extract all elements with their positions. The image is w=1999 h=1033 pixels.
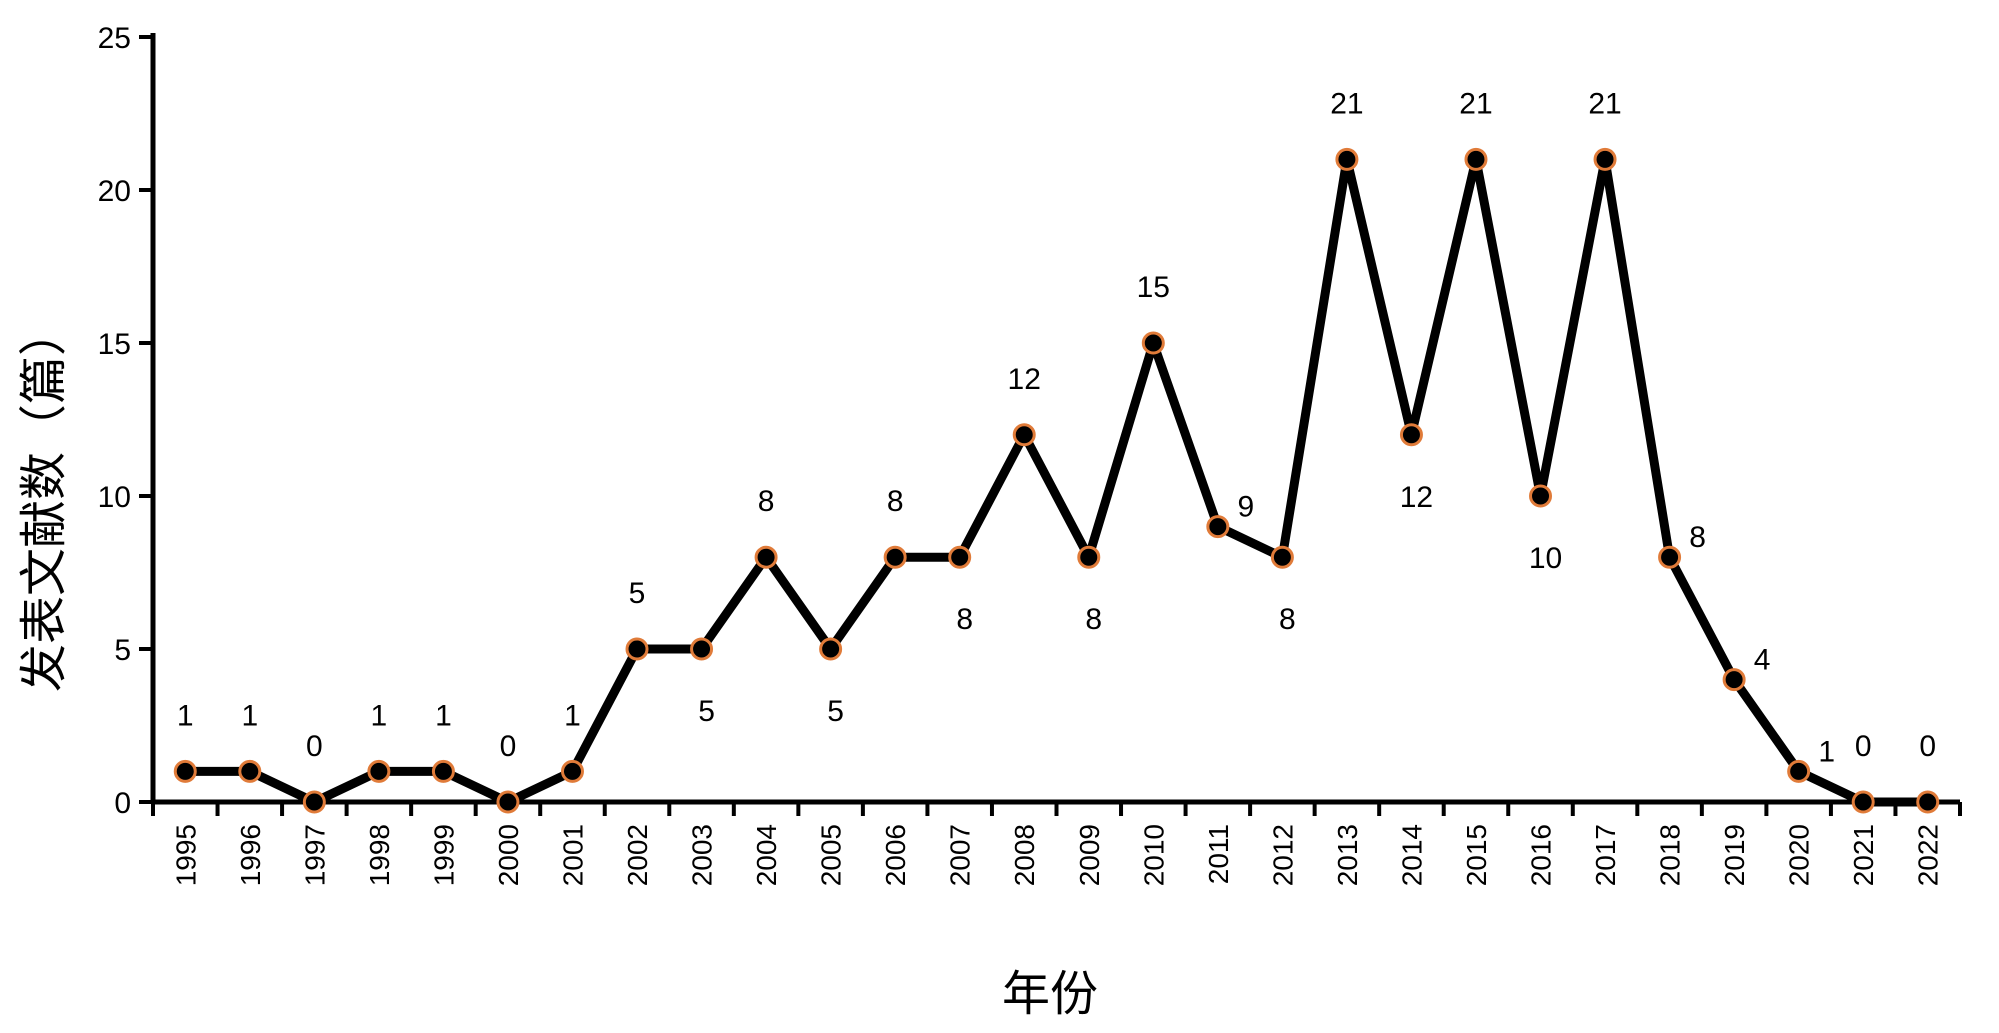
data-label: 15: [1137, 271, 1170, 304]
data-point: [754, 545, 778, 569]
data-label: 5: [827, 695, 844, 728]
x-tick-label: 2021: [1848, 824, 1879, 886]
x-axis-title: 年份: [1002, 966, 1098, 1022]
x-tick-label: 2014: [1396, 824, 1427, 886]
data-label: 0: [1855, 730, 1872, 763]
data-label: 8: [1689, 521, 1706, 554]
y-tick-label: 0: [114, 787, 131, 820]
data-point: [1916, 790, 1940, 814]
data-label: 21: [1588, 87, 1621, 120]
data-point: [1399, 423, 1423, 447]
x-tick-label: 2005: [816, 824, 847, 886]
y-tick-label: 20: [98, 175, 131, 208]
data-label: 1: [241, 699, 258, 732]
x-tick-label: 2020: [1784, 824, 1815, 886]
data-label: 12: [1400, 481, 1433, 514]
data-point: [1464, 147, 1488, 171]
x-tick-label: 2003: [687, 824, 718, 886]
data-label: 0: [500, 730, 517, 763]
y-axis-title: 发表文献数（篇）: [16, 308, 72, 692]
data-label: 8: [758, 485, 775, 518]
x-tick-label: 2017: [1590, 824, 1621, 886]
x-tick-label: 2015: [1461, 824, 1492, 886]
series-line: [180, 154, 1933, 807]
data-point: [1658, 545, 1682, 569]
x-tick-label: 2018: [1655, 824, 1686, 886]
data-point: [883, 545, 907, 569]
x-tick-label: 2007: [945, 824, 976, 886]
data-point: [367, 759, 391, 783]
y-tick-label: 5: [114, 634, 131, 667]
x-tick-label: 2013: [1332, 824, 1363, 886]
x-tick-label: 1999: [428, 824, 459, 886]
data-point: [238, 759, 262, 783]
data-point: [690, 637, 714, 661]
x-tick-label: 2001: [557, 824, 588, 886]
x-tick-label: 1997: [299, 824, 330, 886]
x-tick-label: 2004: [751, 824, 782, 886]
data-label: 9: [1237, 491, 1254, 524]
data-label: 12: [1008, 363, 1041, 396]
data-point: [1206, 515, 1230, 539]
data-point: [1593, 147, 1617, 171]
data-label: 21: [1459, 87, 1492, 120]
data-point: [819, 637, 843, 661]
data-point: [948, 545, 972, 569]
data-point: [302, 790, 326, 814]
data-label: 8: [1279, 603, 1296, 636]
data-label: 1: [435, 699, 452, 732]
data-point: [1270, 545, 1294, 569]
data-point: [1012, 423, 1036, 447]
x-tick-label: 2022: [1913, 824, 1944, 886]
data-label: 5: [698, 695, 715, 728]
x-tick-label: 2010: [1138, 824, 1169, 886]
data-point: [1335, 147, 1359, 171]
data-point: [1787, 759, 1811, 783]
x-tick-label: 2008: [1009, 824, 1040, 886]
x-tick-label: 2019: [1719, 824, 1750, 886]
y-tick-label: 25: [98, 22, 131, 55]
x-tick-label: 2006: [880, 824, 911, 886]
data-label: 1: [371, 699, 388, 732]
x-tick-label: 2002: [622, 824, 653, 886]
data-point: [431, 759, 455, 783]
data-label: 4: [1754, 644, 1771, 677]
data-label: 5: [629, 577, 646, 610]
data-point: [173, 759, 197, 783]
data-point: [1722, 668, 1746, 692]
data-point: [1851, 790, 1875, 814]
x-tick-label: 2016: [1526, 824, 1557, 886]
x-tick-label: 1998: [364, 824, 395, 886]
x-tick-label: 2009: [1074, 824, 1105, 886]
data-label: 21: [1330, 87, 1363, 120]
data-point: [1077, 545, 1101, 569]
data-label: 8: [887, 485, 904, 518]
data-label: 1: [564, 699, 581, 732]
data-label: 1: [1818, 735, 1835, 768]
x-tick-label: 1996: [235, 824, 266, 886]
data-point: [625, 637, 649, 661]
x-tick-label: 1995: [170, 824, 201, 886]
data-point: [496, 790, 520, 814]
data-label: 8: [1085, 603, 1102, 636]
data-point: [560, 759, 584, 783]
data-point: [1141, 331, 1165, 355]
data-label: 0: [1919, 730, 1936, 763]
x-tick-label: 2000: [493, 824, 524, 886]
x-tick-label: 2011: [1203, 824, 1234, 884]
data-point: [1529, 484, 1553, 508]
x-tick-label: 2012: [1267, 824, 1298, 886]
data-label: 8: [956, 603, 973, 636]
y-tick-label: 10: [98, 481, 131, 514]
data-label: 10: [1529, 542, 1562, 575]
data-label: 1: [177, 699, 194, 732]
data-label: 0: [306, 730, 323, 763]
y-tick-label: 15: [98, 328, 131, 361]
